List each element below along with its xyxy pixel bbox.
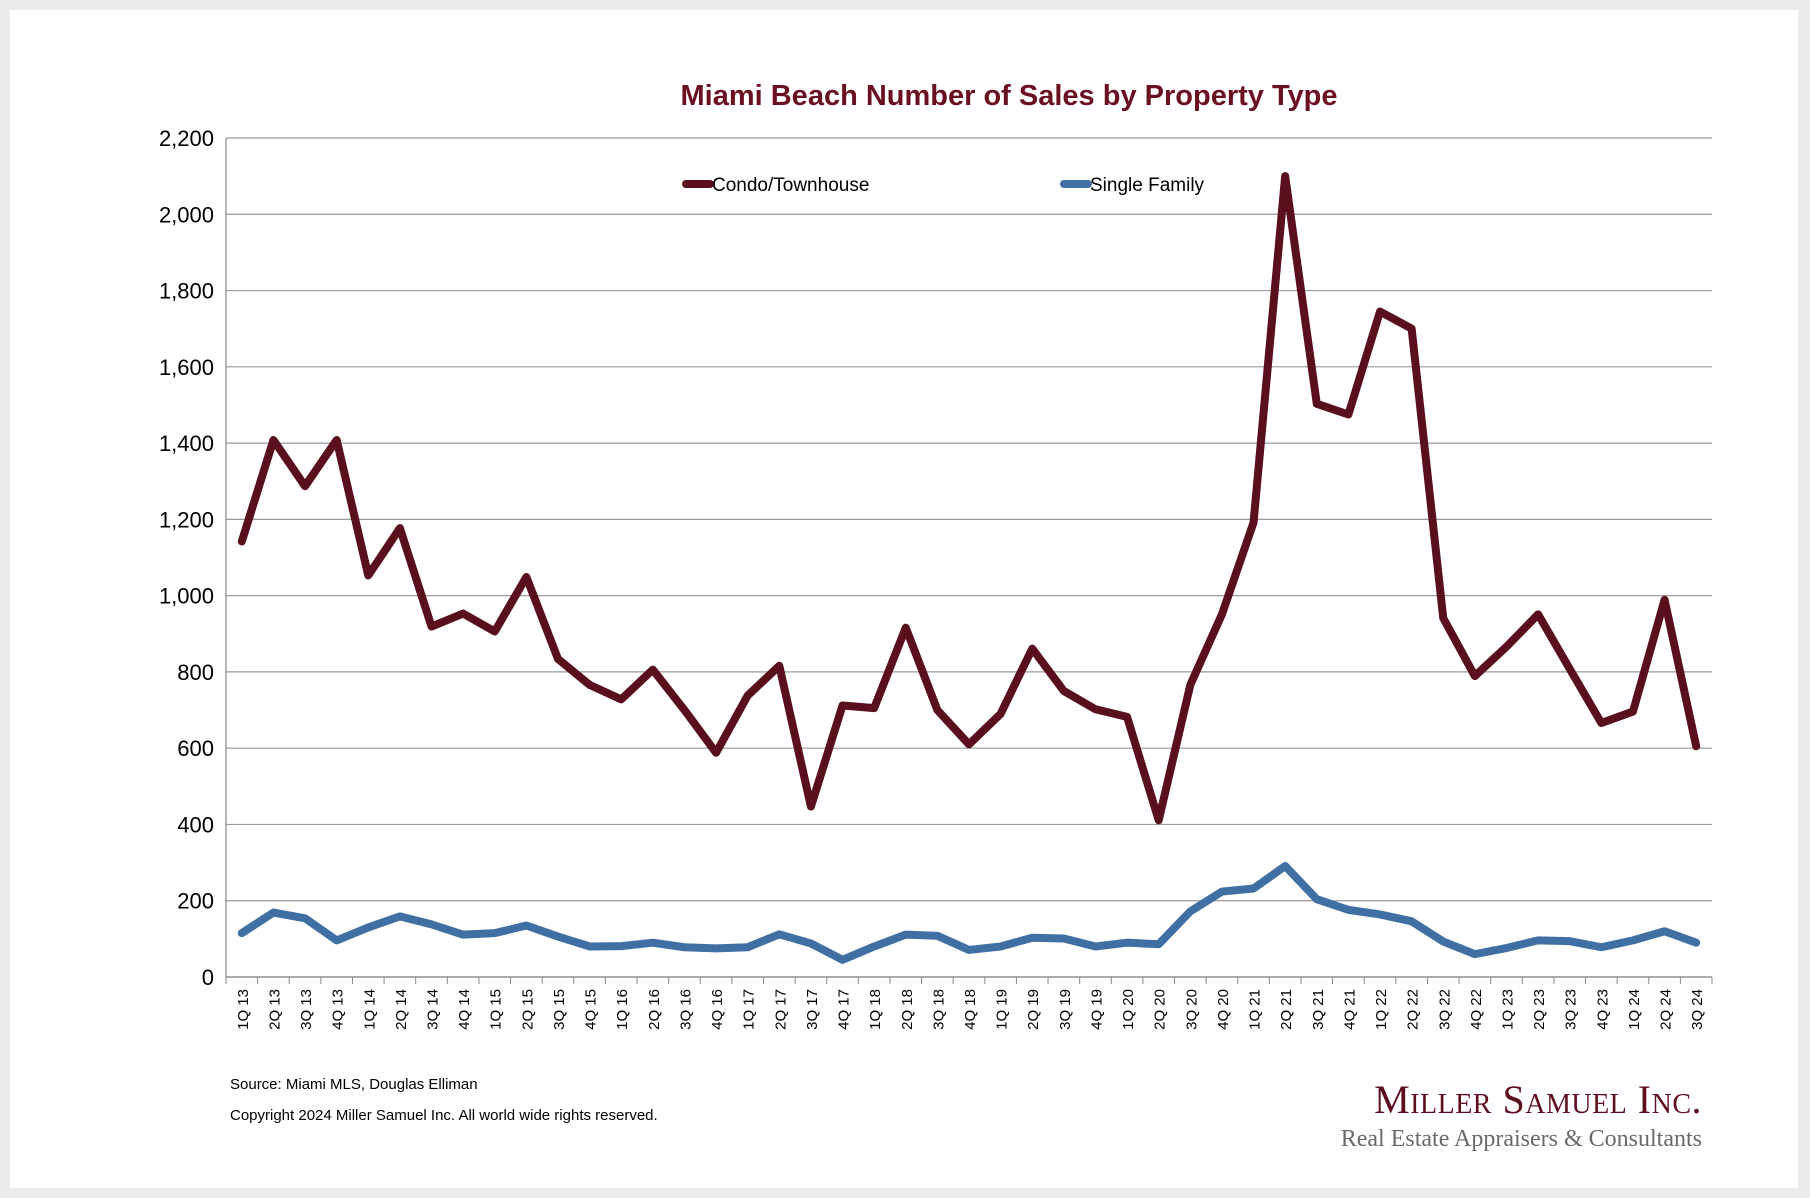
y-tick-label: 200 (177, 889, 214, 914)
x-tick-label: 1Q 18 (867, 989, 884, 1030)
x-tick-label: 1Q 20 (1120, 989, 1137, 1030)
y-tick-label: 1,000 (159, 584, 214, 609)
x-tick-label: 2Q 21 (1278, 989, 1295, 1030)
x-tick-label: 3Q 16 (677, 989, 694, 1030)
y-tick-label: 600 (177, 736, 214, 761)
chart-title: Miami Beach Number of Sales by Property … (681, 80, 1338, 112)
x-tick-label: 2Q 13 (266, 989, 283, 1030)
x-tick-label: 3Q 18 (930, 989, 947, 1030)
x-tick-label: 3Q 14 (425, 989, 442, 1030)
x-tick-label: 4Q 21 (1341, 989, 1358, 1030)
x-tick-label: 4Q 20 (1215, 989, 1232, 1030)
x-tick-label: 2Q 23 (1531, 989, 1548, 1030)
x-tick-label: 2Q 20 (1152, 989, 1169, 1030)
x-tick-label: 4Q 13 (330, 989, 347, 1030)
line-chart: Miami Beach Number of Sales by Property … (159, 80, 1713, 1030)
x-tick-label: 1Q 15 (488, 989, 505, 1030)
x-tick-label: 3Q 23 (1563, 989, 1580, 1030)
copyright-note: Copyright 2024 Miller Samuel Inc. All wo… (230, 1107, 658, 1124)
y-tick-label: 0 (202, 965, 214, 990)
x-tick-label: 3Q 22 (1436, 989, 1453, 1030)
y-tick-label: 1,400 (159, 431, 214, 456)
x-tick-label: 2Q 24 (1658, 989, 1675, 1030)
x-tick-label: 3Q 19 (1057, 989, 1074, 1030)
x-tick-label: 4Q 15 (583, 989, 600, 1030)
x-tick-label: 1Q 24 (1626, 989, 1643, 1030)
x-tick-label: 1Q 16 (614, 989, 631, 1030)
x-tick-label: 2Q 19 (1025, 989, 1042, 1030)
y-tick-label: 2,200 (159, 126, 214, 151)
x-tick-label: 1Q 21 (1247, 989, 1264, 1030)
x-tick-label: 2Q 17 (772, 989, 789, 1030)
x-tick-label: 4Q 14 (456, 989, 473, 1030)
logo-tagline: Real Estate Appraisers & Consultants (1340, 1126, 1702, 1152)
x-tick-label: 1Q 13 (235, 989, 252, 1030)
legend-label: Single Family (1090, 175, 1205, 196)
y-tick-label: 1,800 (159, 279, 214, 304)
x-tick-label: 4Q 23 (1594, 989, 1611, 1030)
x-tick-label: 2Q 18 (899, 989, 916, 1030)
y-tick-label: 400 (177, 812, 214, 837)
x-tick-label: 4Q 22 (1468, 989, 1485, 1030)
x-tick-label: 4Q 16 (709, 989, 726, 1030)
y-tick-label: 2,000 (159, 202, 214, 227)
x-tick-label: 1Q 17 (741, 989, 758, 1030)
company-logo: Miller Samuel Inc. Real Estate Appraiser… (1341, 1078, 1702, 1156)
chart-panel: Miami Beach Number of Sales by Property … (10, 10, 1798, 1188)
x-tick-label: 2Q 15 (519, 989, 536, 1030)
y-tick-label: 1,600 (159, 355, 214, 380)
x-tick-label: 4Q 19 (1088, 989, 1105, 1030)
x-tick-label: 3Q 20 (1183, 989, 1200, 1030)
series-line-single-family (237, 862, 1701, 964)
y-tick-label: 800 (177, 660, 214, 685)
x-tick-label: 4Q 18 (962, 989, 979, 1030)
x-tick-label: 2Q 14 (393, 989, 410, 1030)
x-tick-label: 2Q 22 (1405, 989, 1422, 1030)
x-tick-label: 3Q 13 (298, 989, 315, 1030)
x-tick-label: 3Q 15 (551, 989, 568, 1030)
source-note: Source: Miami MLS, Douglas Elliman (230, 1076, 478, 1093)
x-tick-label: 4Q 17 (836, 989, 853, 1030)
logo-name: Miller Samuel Inc. (1374, 1077, 1702, 1122)
x-tick-label: 3Q 17 (804, 989, 821, 1030)
series-line-condo (237, 172, 1701, 825)
x-tick-label: 1Q 19 (994, 989, 1011, 1030)
x-tick-label: 1Q 14 (361, 989, 378, 1030)
x-tick-label: 1Q 23 (1499, 989, 1516, 1030)
x-tick-label: 2Q 16 (646, 989, 663, 1030)
x-tick-label: 3Q 24 (1689, 989, 1706, 1030)
legend-label: Condo/Townhouse (712, 175, 869, 196)
y-tick-label: 1,200 (159, 507, 214, 532)
x-tick-label: 1Q 22 (1373, 989, 1390, 1030)
x-tick-label: 3Q 21 (1310, 989, 1327, 1030)
